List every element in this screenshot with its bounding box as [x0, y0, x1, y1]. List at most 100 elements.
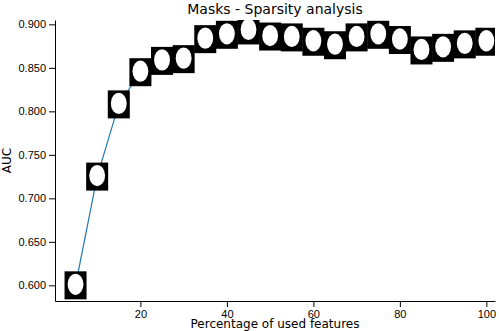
y-tick: 0.600: [18, 279, 55, 291]
y-tick-mark: [49, 155, 55, 156]
thumbnail-face: [305, 30, 321, 51]
x-tick-mark: [486, 301, 487, 307]
thumbnail-frame: [367, 21, 389, 49]
thumbnail-face: [111, 93, 127, 114]
thumbnail-face: [68, 274, 84, 295]
mask-thumbnail: [108, 90, 130, 118]
thumbnail-face: [457, 33, 473, 54]
x-tick-label: 80: [394, 308, 406, 320]
y-axis: 0.600 0.650 0.700 0.750 0.800 0.850 0.900: [18, 18, 55, 301]
mask-thumbnail: [302, 28, 324, 56]
y-tick-label: 0.650: [18, 236, 46, 248]
x-tick-mark: [400, 301, 401, 307]
thumbnail-face: [392, 28, 408, 49]
thumbnail-frame: [346, 23, 368, 51]
y-tick-mark: [49, 285, 55, 286]
mask-thumbnail: [324, 31, 346, 59]
thumbnail-face: [241, 20, 257, 40]
y-tick-label: 0.750: [18, 149, 46, 161]
mask-thumbnail: [65, 271, 87, 299]
mask-thumbnail: [151, 47, 173, 75]
thumbnail-face: [89, 165, 105, 186]
thumbnail-face: [435, 36, 451, 57]
y-tick-mark: [49, 242, 55, 243]
thumbnail-face: [132, 61, 148, 82]
mask-thumbnail: [173, 45, 195, 73]
thumbnail-frame: [302, 28, 324, 56]
mask-thumbnail: [259, 23, 281, 51]
mask-thumbnail: [238, 20, 260, 44]
y-tick-label: 0.800: [18, 105, 46, 117]
y-tick-mark: [49, 198, 55, 199]
thumbnail-face: [414, 39, 430, 60]
x-tick-label: 20: [135, 308, 147, 320]
y-tick-mark: [49, 68, 55, 69]
thumbnail-face: [197, 27, 213, 48]
y-tick: 0.850: [18, 62, 55, 74]
thumbnail-frame: [432, 34, 454, 62]
x-tick-mark: [140, 301, 141, 307]
thumbnail-frame: [129, 58, 151, 86]
y-tick: 0.650: [18, 236, 55, 248]
y-tick-label: 0.600: [18, 279, 46, 291]
thumbnail-face: [284, 26, 300, 47]
thumbnail-frame: [151, 47, 173, 75]
mask-thumbnail: [194, 25, 216, 53]
mask-thumbnail: [454, 30, 476, 58]
thumbnail-frame: [216, 21, 238, 49]
y-tick: 0.750: [18, 149, 55, 161]
mask-thumbnail: [281, 23, 303, 51]
y-axis-line: [55, 21, 56, 302]
thumbnail-face: [262, 25, 278, 46]
x-tick: 80: [394, 301, 406, 320]
thumbnail-face: [478, 30, 494, 51]
thumbnail-frame: [65, 271, 87, 299]
thumbnail-face: [349, 26, 365, 47]
mask-thumbnail: [410, 36, 432, 64]
mask-thumbnail: [129, 58, 151, 86]
x-tick: 20: [135, 301, 147, 320]
y-tick: 0.900: [18, 18, 55, 30]
thumbnail-face: [176, 48, 192, 69]
mask-thumbnail: [367, 21, 389, 49]
thumbnail-frame: [454, 30, 476, 58]
y-tick: 0.700: [18, 192, 55, 204]
thumbnail-frame: [108, 90, 130, 118]
thumbnail-face: [370, 23, 386, 44]
thumbnail-frame: [324, 31, 346, 59]
x-tick: 100: [478, 301, 496, 320]
thumbnail-frame: [259, 23, 281, 51]
plot: 204060801000.6000.6500.7000.7500.8000.85…: [18, 16, 497, 319]
y-tick-mark: [49, 111, 55, 112]
series-line: [76, 30, 487, 285]
mask-thumbnail: [475, 28, 495, 56]
mask-thumbnail: [86, 163, 108, 191]
x-axis-title: Percentage of used features: [191, 317, 360, 331]
data-layer: [65, 20, 495, 299]
thumbnail-face: [154, 49, 170, 70]
mask-thumbnail: [389, 26, 411, 54]
thumbnail-face: [327, 34, 343, 55]
y-tick-mark: [49, 24, 55, 25]
thumbnail-frame: [475, 28, 495, 56]
thumbnail-frame: [238, 20, 260, 44]
thumbnail-face: [219, 23, 235, 44]
y-tick: 0.800: [18, 105, 55, 117]
mask-thumbnail: [346, 23, 368, 51]
mask-thumbnail: [216, 21, 238, 49]
y-tick-label: 0.900: [18, 18, 46, 30]
title: Masks - Sparsity analysis: [187, 1, 363, 17]
x-tick-label: 100: [478, 308, 496, 320]
x-axis-line: [56, 301, 496, 302]
thumbnail-frame: [86, 163, 108, 191]
y-axis-title: AUC: [0, 148, 14, 173]
thumbnail-frame: [410, 36, 432, 64]
x-tick-mark: [227, 301, 228, 307]
thumbnail-frame: [389, 26, 411, 54]
y-tick-label: 0.700: [18, 192, 46, 204]
chart: 204060801000.6000.6500.7000.7500.8000.85…: [0, 0, 499, 331]
thumbnail-frame: [281, 23, 303, 51]
mask-thumbnail: [432, 34, 454, 62]
thumbnail-frame: [194, 25, 216, 53]
x-tick-mark: [313, 301, 314, 307]
